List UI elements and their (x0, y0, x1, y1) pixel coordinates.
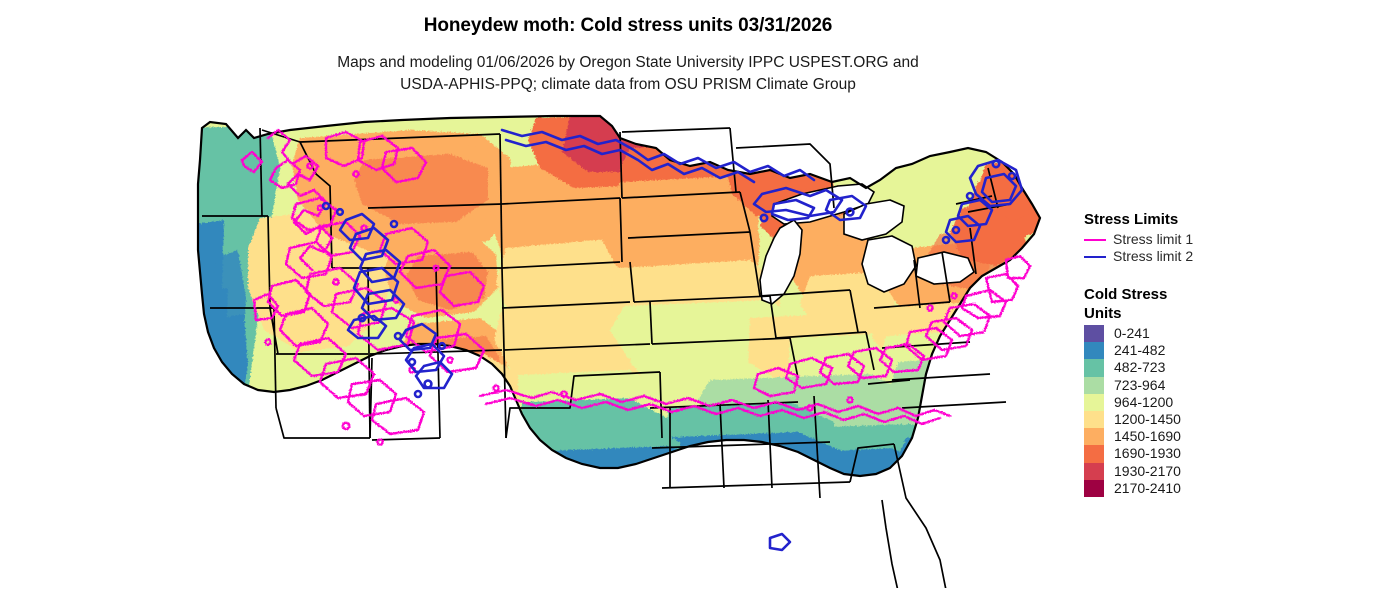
legend-color-swatch (1084, 445, 1104, 463)
legend-item-bin-4[interactable]: 964-1200 (1084, 393, 1384, 411)
stress-limit-1-label: Stress limit 1 (1113, 231, 1194, 247)
legend-color-swatch (1084, 393, 1104, 411)
page-subtitle: Maps and modeling 01/06/2026 by Oregon S… (0, 52, 1256, 96)
legend-item-bin-6[interactable]: 1450-1690 (1084, 428, 1384, 446)
legend-bin-label: 964-1200 (1114, 393, 1174, 410)
legend-bin-label: 1200-1450 (1114, 410, 1181, 427)
legend-bin-label: 1930-2170 (1114, 462, 1181, 479)
stress-limit-2-contours (321, 128, 1024, 552)
map-legend: Stress Limits Stress limit 1 Stress limi… (1084, 210, 1384, 497)
us-choropleth-map (196, 114, 1042, 588)
legend-color-swatch (1084, 359, 1104, 377)
legend-item-bin-5[interactable]: 1200-1450 (1084, 410, 1384, 429)
stress-limit-1-line-icon (1084, 238, 1106, 241)
legend-bin-label: 0-241 (1114, 325, 1150, 341)
legend-color-swatch (1084, 479, 1104, 497)
legend-bin-label: 2170-2410 (1114, 479, 1181, 496)
page-title: Honeydew moth: Cold stress units 03/31/2… (423, 15, 833, 36)
legend-bin-label: 1690-1930 (1114, 445, 1181, 462)
legend-color-swatch (1084, 410, 1104, 429)
legend-color-swatch (1084, 376, 1104, 394)
legend-item-stress-limit-2[interactable]: Stress limit 2 (1084, 248, 1384, 265)
legend-item-bin-0[interactable]: 0-241 (1084, 325, 1384, 343)
stress-limit-2-line-icon (1084, 255, 1106, 258)
legend-bin-label: 482-723 (1114, 359, 1166, 376)
state-borders (202, 127, 1011, 588)
legend-color-swatch (1084, 325, 1104, 343)
legend-item-stress-limit-1[interactable]: Stress limit 1 (1084, 231, 1384, 248)
subtitle-line-1: Maps and modeling 01/06/2026 by Oregon S… (337, 54, 919, 71)
legend-item-bin-2[interactable]: 482-723 (1084, 359, 1384, 377)
title-block: Honeydew moth: Cold stress units 03/31/2… (0, 14, 1256, 96)
legend-item-bin-3[interactable]: 723-964 (1084, 376, 1384, 394)
legend-item-bin-7[interactable]: 1690-1930 (1084, 445, 1384, 463)
legend-title-stress-limits: Stress Limits (1084, 211, 1179, 228)
legend-title-line-2: Units (1084, 305, 1122, 322)
legend-color-swatch (1084, 462, 1104, 480)
legend-bin-entries: 0-241 241-482 482-723 723-964 964-1200 1200-1… (1084, 325, 1384, 497)
stress-limit-2-label: Stress limit 2 (1113, 248, 1194, 264)
legend-item-bin-1[interactable]: 241-482 (1084, 342, 1384, 360)
legend-title-cold-stress-units: Cold Stress Units (1084, 285, 1204, 323)
legend-item-bin-9[interactable]: 2170-2410 (1084, 479, 1384, 497)
map-canvas (150, 108, 1070, 588)
legend-color-swatch (1084, 342, 1104, 360)
legend-color-swatch (1084, 428, 1104, 446)
subtitle-line-2: USDA-APHIS-PPQ; climate data from OSU PR… (400, 76, 856, 93)
legend-line-entries: Stress limit 1 Stress limit 2 (1084, 231, 1384, 265)
legend-title-line-1: Cold Stress (1084, 286, 1168, 303)
legend-bin-label: 723-964 (1114, 376, 1166, 393)
legend-item-bin-8[interactable]: 1930-2170 (1084, 462, 1384, 480)
choropleth-raster (198, 116, 1040, 476)
legend-bin-label: 1450-1690 (1114, 428, 1181, 445)
legend-bin-label: 241-482 (1114, 342, 1166, 359)
